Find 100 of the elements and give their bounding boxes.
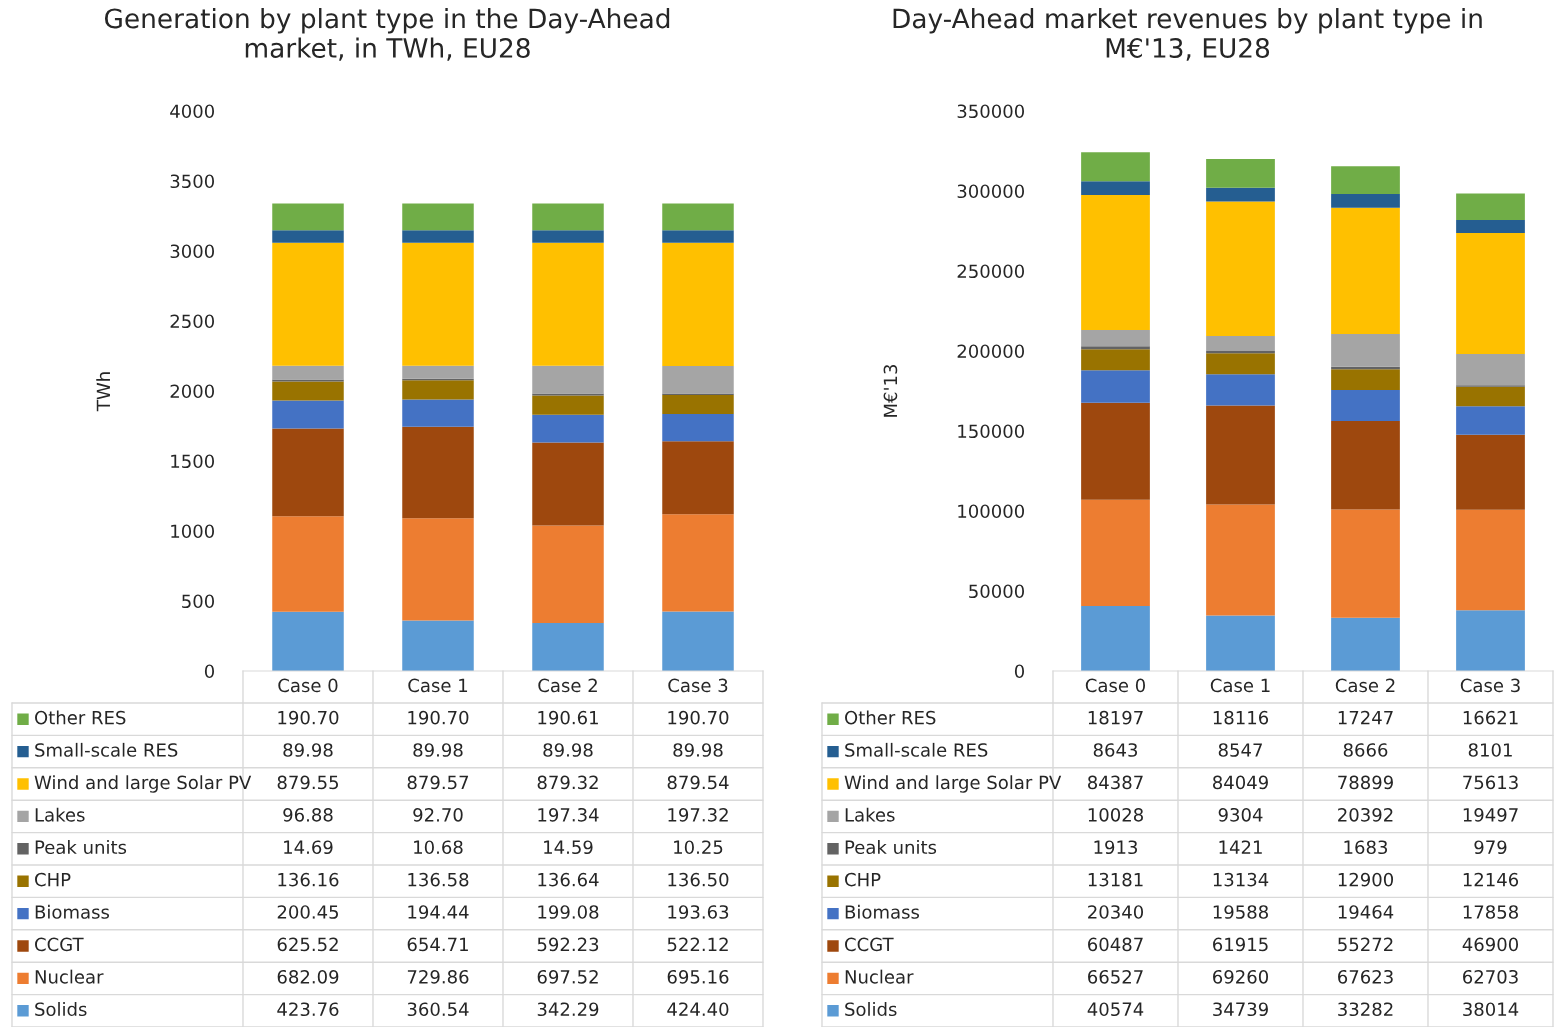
data-label: 190.70 [278,710,339,725]
legend-label: Biomass [845,904,920,919]
legend-label: Biomass [35,904,110,919]
data-label: 61915 [1213,937,1268,952]
data-label: 78899 [1338,775,1393,790]
data-label: 136.64 [538,872,599,887]
y-tick-label: 250000 [957,264,1025,279]
data-label: 8547 [1218,743,1262,757]
chart-title: Generation by plant type in the Day-Ahead market, in TWh, EU28 [104,8,670,61]
data-label: 17247 [1338,710,1393,725]
legend-label: CCGT [35,937,84,952]
data-label: 423.76 [277,1002,339,1017]
data-label: 625.52 [277,937,338,952]
y-tick-label: 0 [1014,664,1025,679]
data-label: 1913 [1094,840,1138,855]
data-label: 14.69 [284,840,333,855]
data-label: 136.50 [668,872,729,887]
y-tick-label: 100000 [958,504,1025,519]
data-label: 194.44 [408,905,469,919]
x-tick-label: Case 0 [278,678,338,693]
data-label: 13134 [1213,872,1269,887]
legend-label: CCGT [845,937,894,952]
legend-label: Nuclear [35,969,104,984]
legend-label: Lakes [845,807,895,822]
data-label: 592.23 [537,937,599,952]
x-tick-label: Case 2 [538,678,597,693]
data-label: 197.32 [668,807,728,822]
data-label: 38014 [1463,1002,1519,1017]
data-label: 695.16 [667,969,729,984]
data-label: 67623 [1338,969,1393,984]
x-tick-label: Case 2 [1335,678,1395,693]
data-label: 60487 [1088,937,1143,952]
data-label: 10028 [1088,807,1143,822]
legend-label: Wind and large Solar PV [34,775,252,793]
data-label: 979 [1474,840,1507,855]
y-tick-label: 1000 [171,524,215,539]
y-tick-label: 2000 [170,384,215,399]
y-tick-label: 2500 [170,314,215,329]
data-label: 84049 [1213,775,1268,790]
y-axis-title: TWh [96,372,110,412]
data-label: 14.59 [544,840,593,855]
data-label: 729.86 [407,969,469,984]
data-label: 89.98 [413,743,463,757]
data-label: 190.70 [668,710,729,725]
data-label: 9304 [1218,807,1263,822]
data-label: 682.09 [277,969,339,984]
y-tick-label: 150000 [958,424,1025,439]
data-label: 46900 [1462,937,1519,952]
y-tick-label: 3000 [170,244,215,259]
legend-label: CHP [845,872,881,887]
data-label: 522.12 [667,937,728,952]
data-label: 18116 [1213,710,1269,725]
y-tick-label: 200000 [957,344,1025,359]
data-label: 8101 [1468,743,1512,757]
legend-label: Other RES [35,710,126,725]
data-label: 654.71 [407,937,468,952]
legend-label: Peak units [845,840,937,855]
data-label: 19497 [1463,807,1518,822]
data-label: 190.61 [538,710,598,725]
legend-label: Lakes [35,807,85,822]
legend-label: Solids [35,1002,87,1017]
data-label: 75613 [1463,775,1518,790]
data-label: 69260 [1213,969,1269,984]
data-label: 1683 [1344,840,1388,855]
legend-label: Solids [845,1002,897,1017]
data-label: 62703 [1463,969,1518,984]
data-label: 17858 [1463,905,1518,919]
data-label: 424.40 [667,1002,729,1017]
data-label: 879.55 [277,775,339,790]
legend-label: Nuclear [845,969,914,984]
y-tick-label: 300000 [957,184,1025,199]
data-label: 200.45 [277,905,339,919]
data-label: 16621 [1463,710,1518,725]
data-label: 199.08 [538,905,599,919]
data-label: 92.70 [413,807,463,822]
data-label: 879.57 [407,775,469,790]
data-label: 20340 [1088,905,1144,919]
y-tick-label: 350000 [957,104,1025,119]
data-label: 19464 [1338,905,1394,919]
data-label: 20392 [1338,807,1393,822]
data-label: 8666 [1343,743,1388,757]
data-label: 8643 [1093,743,1138,757]
y-axis-title: M€'13 [883,364,898,417]
data-label: 19588 [1213,905,1268,919]
legend-label: Small-scale RES [845,742,988,757]
data-label: 697.52 [537,969,598,984]
y-tick-label: 0 [204,664,215,679]
x-tick-label: Case 3 [1460,678,1520,693]
legend-label: CHP [35,872,71,887]
x-tick-label: Case 0 [1085,678,1146,693]
legend-label: Other RES [845,710,936,725]
data-label: 136.58 [408,872,469,887]
y-tick-label: 500 [182,594,215,609]
x-tick-label: Case 1 [408,678,468,693]
x-tick-label: Case 3 [668,678,728,693]
data-label: 879.32 [537,775,598,790]
data-label: 55272 [1338,937,1393,952]
data-label: 89.98 [283,743,333,757]
data-label: 360.54 [407,1002,469,1017]
y-tick-label: 3500 [170,174,215,189]
